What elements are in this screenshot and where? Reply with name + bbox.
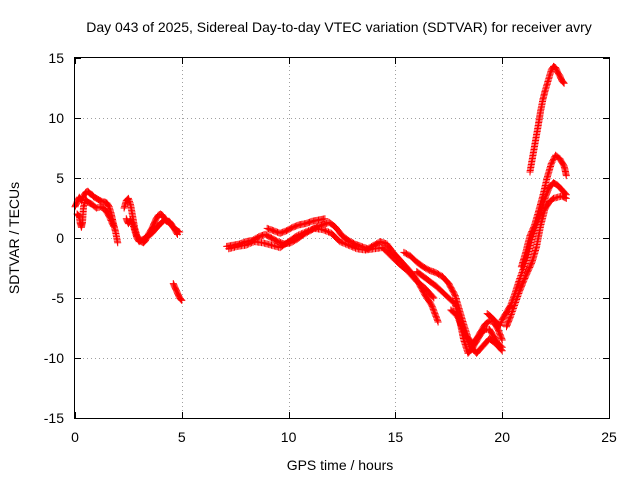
data-series-5 <box>169 280 186 304</box>
data-point-marker <box>299 229 307 237</box>
data-point-marker <box>109 222 117 230</box>
x-tick-label: 10 <box>281 429 297 445</box>
data-point-marker <box>340 239 348 247</box>
data-point-marker <box>465 339 473 347</box>
data-point-marker <box>322 227 330 235</box>
data-point-marker <box>513 296 521 303</box>
data-series-13 <box>503 192 570 331</box>
data-point-marker <box>562 194 570 202</box>
plot-frame <box>74 57 610 419</box>
data-point-marker <box>498 347 506 355</box>
y-tick-label: 5 <box>56 170 64 186</box>
data-series-7 <box>225 224 438 302</box>
data-point-marker <box>243 241 251 249</box>
chart-title: Day 043 of 2025, Sidereal Day-to-day VTE… <box>86 19 592 35</box>
data-point-marker <box>560 79 568 87</box>
x-tick-label: 0 <box>71 429 79 445</box>
data-point-marker <box>562 172 570 180</box>
y-tick-label: -5 <box>52 290 65 306</box>
x-tick-label: 25 <box>601 429 617 445</box>
x-axis-label: GPS time / hours <box>287 457 394 473</box>
data-point-marker <box>114 239 122 247</box>
data-point-marker <box>176 228 184 236</box>
data-point-marker <box>339 239 347 247</box>
tick-layer: 0 5 10 15 20 25 -15 -10 -5 0 5 10 15 <box>44 50 617 445</box>
data-point-marker <box>462 332 470 340</box>
data-point-marker <box>293 232 301 240</box>
data-point-marker <box>350 244 358 252</box>
data-point-marker <box>429 293 437 301</box>
data-layer <box>71 62 570 357</box>
data-series-4 <box>122 215 184 246</box>
data-point-marker <box>460 329 468 337</box>
data-point-marker <box>177 296 185 304</box>
data-point-marker <box>458 323 466 331</box>
data-series-15 <box>526 62 568 176</box>
data-point-marker <box>511 300 519 308</box>
data-point-marker <box>464 336 472 344</box>
data-point-marker <box>297 230 305 238</box>
data-point-marker <box>510 303 518 311</box>
data-point-marker <box>454 313 462 321</box>
data-point-marker <box>303 227 311 235</box>
data-point-marker <box>176 295 184 303</box>
y-tick-label: -15 <box>44 410 64 426</box>
y-tick-label: 15 <box>48 50 64 66</box>
data-point-marker <box>175 227 183 235</box>
data-point-marker <box>344 241 352 249</box>
y-axis-label: SDTVAR / TECUs <box>6 182 22 294</box>
data-point-marker <box>434 318 442 326</box>
data-point-marker <box>457 322 465 330</box>
data-point-marker <box>463 335 471 343</box>
data-point-marker <box>109 221 117 229</box>
data-point-marker <box>461 331 469 338</box>
data-point-marker <box>125 196 133 204</box>
data-point-marker <box>498 336 506 344</box>
x-tick-label: 15 <box>388 429 404 445</box>
data-point-marker <box>559 78 567 86</box>
data-point-marker <box>455 315 462 323</box>
data-point-marker <box>514 291 522 299</box>
data-point-marker <box>464 338 472 346</box>
data-point-marker <box>497 346 505 354</box>
data-point-marker <box>460 328 468 336</box>
data-point-marker <box>507 312 515 320</box>
data-series-11 <box>447 306 506 357</box>
data-series-14 <box>517 151 570 271</box>
data-point-marker <box>178 296 186 304</box>
data-point-marker <box>430 294 438 302</box>
data-series-8 <box>263 215 329 237</box>
data-point-marker <box>346 242 354 250</box>
data-point-marker <box>323 227 331 235</box>
data-point-marker <box>559 78 567 86</box>
data-point-marker <box>321 215 329 223</box>
data-point-marker <box>245 240 253 248</box>
y-tick-label: 10 <box>48 110 64 126</box>
y-tick-label: -10 <box>44 350 64 366</box>
data-series-2 <box>73 196 117 231</box>
x-tick-label: 5 <box>178 429 186 445</box>
data-point-marker <box>508 308 516 315</box>
data-point-marker <box>561 194 569 202</box>
data-point-marker <box>497 319 505 327</box>
data-point-marker <box>305 227 312 235</box>
x-tick-label: 20 <box>494 429 510 445</box>
y-tick-label: 0 <box>56 230 64 246</box>
data-point-marker <box>352 244 359 252</box>
